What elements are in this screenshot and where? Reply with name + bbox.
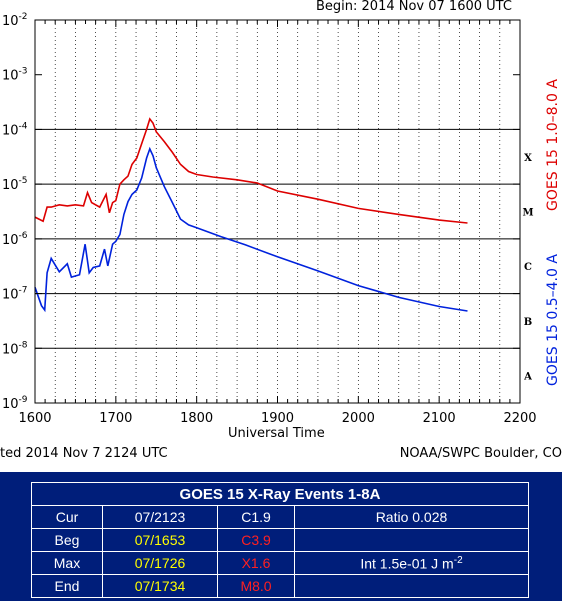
events-table: GOES 15 X-Ray Events 1-8A Cur 07/2123 C1… <box>31 482 529 598</box>
row-class: C1.9 <box>217 505 295 529</box>
x-axis-label: Universal Time <box>228 426 325 441</box>
row-label: Max <box>31 551 103 575</box>
flare-class-labels: X M C B A <box>522 153 533 383</box>
y-tick-label: 10-3 <box>2 67 28 84</box>
source-label: NOAA/SWPC Boulder, CO <box>399 446 562 461</box>
row-label: End <box>31 574 103 598</box>
events-title-row: GOES 15 X-Ray Events 1-8A <box>31 482 529 506</box>
grid-lines <box>35 20 520 403</box>
events-title: GOES 15 X-Ray Events 1-8A <box>31 482 529 506</box>
x-tick-label: 2000 <box>342 411 375 426</box>
row-time: 07/1653 <box>102 528 218 552</box>
legend-entry: GOES 15 0.5–4.0 A <box>545 254 561 386</box>
y-tick-label: 10-6 <box>2 231 28 248</box>
integrated-flux: Int 1.5e-01 J m <box>360 555 454 572</box>
row-label: Cur <box>31 505 103 529</box>
integrated-flux-exponent: -2 <box>453 554 463 566</box>
series-line-1 <box>34 117 468 224</box>
series-layer <box>34 117 468 313</box>
events-row-beg: Beg 07/1653 C3.9 <box>31 528 529 552</box>
x-tick-label: 1800 <box>180 411 213 426</box>
begin-time: Begin: 2014 Nov 07 1600 UTC <box>316 0 512 14</box>
updated-time: ted 2014 Nov 7 2124 UTC <box>0 446 168 461</box>
x-axis-tick-labels: 1600 1700 1800 1900 2000 2100 2200 <box>18 411 536 426</box>
y-tick-label: 10-8 <box>2 340 28 357</box>
y-tick-label: 10-2 <box>2 12 28 29</box>
events-row-cur: Cur 07/2123 C1.9 Ratio 0.028 <box>31 505 529 529</box>
x-tick-label: 1900 <box>261 411 294 426</box>
y-axis-tick-labels: 10-2 10-3 10-4 10-5 10-6 10-7 10-8 10-9 <box>2 12 28 412</box>
row-extra: Int 1.5e-01 J m-2 <box>294 551 529 575</box>
x-tick-label: 2200 <box>503 411 536 426</box>
events-row-end: End 07/1734 M8.0 <box>31 574 529 598</box>
row-label: Beg <box>31 528 103 552</box>
row-time: 07/1726 <box>102 551 218 575</box>
flare-class-label: B <box>524 317 532 328</box>
legend-entry: GOES 15 1.0–8.0 A <box>545 79 561 211</box>
y-tick-label: 10-4 <box>2 121 28 138</box>
y-tick-label: 10-5 <box>2 176 28 193</box>
xray-flux-chart: 10-2 10-3 10-4 10-5 10-6 10-7 10-8 10-9 1600 170… <box>2 12 561 426</box>
plot-frame-rect <box>34 19 521 404</box>
plot-frame <box>34 19 521 404</box>
xray-events-panel: GOES 15 X-Ray Events 1-8A Cur 07/2123 C1… <box>0 472 562 601</box>
row-time: 07/2123 <box>102 505 218 529</box>
row-extra <box>294 574 529 598</box>
flare-class-label: X <box>524 153 532 164</box>
x-tick-label: 2100 <box>423 411 456 426</box>
row-class: C3.9 <box>217 528 295 552</box>
row-extra: Ratio 0.028 <box>294 505 529 529</box>
row-class: M8.0 <box>217 574 295 598</box>
row-time: 07/1734 <box>102 574 218 598</box>
legend: GOES 15 1.0–8.0 A GOES 15 0.5–4.0 A <box>545 79 561 386</box>
x-tick-label: 1600 <box>18 411 51 426</box>
row-class: X1.6 <box>217 551 295 575</box>
flare-class-label: M <box>522 208 533 219</box>
x-tick-label: 1700 <box>99 411 132 426</box>
series-line-2 <box>34 146 468 313</box>
flare-class-label: A <box>523 372 532 383</box>
events-row-max: Max 07/1726 X1.6 Int 1.5e-01 J m-2 <box>31 551 529 575</box>
row-extra <box>294 528 529 552</box>
flare-class-label: C <box>524 262 532 273</box>
y-tick-label: 10-9 <box>2 395 28 412</box>
y-tick-label: 10-7 <box>2 286 28 303</box>
